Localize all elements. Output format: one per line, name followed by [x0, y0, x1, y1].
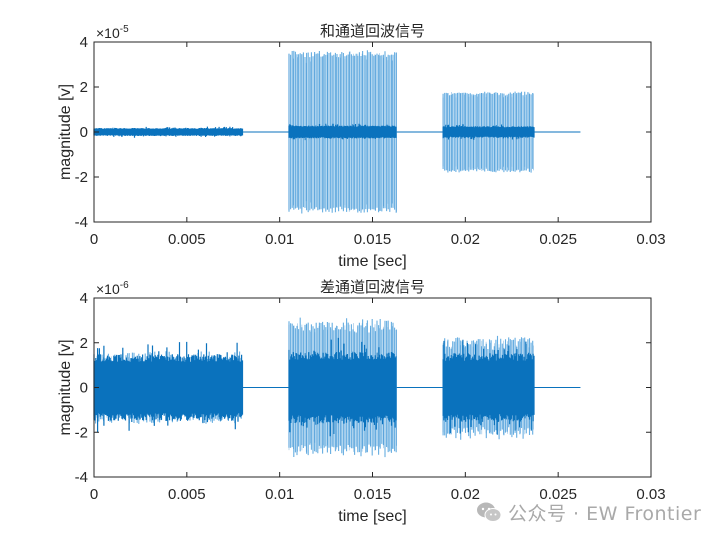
chart-title: 差通道回波信号	[320, 278, 425, 296]
x-tick-label: 0.025	[539, 231, 577, 248]
y-exponent-label: ×10-5	[96, 24, 129, 41]
y-tick-label: -2	[75, 424, 88, 441]
y-tick-label: -4	[75, 469, 88, 486]
x-tick-label: 0.01	[265, 231, 294, 248]
watermark: 公众号 · EW Frontier	[476, 499, 701, 525]
x-tick-label: 0.025	[539, 486, 577, 503]
x-axis-label: time [sec]	[338, 508, 406, 525]
x-axis-label: time [sec]	[338, 253, 406, 270]
x-tick-label: 0.015	[354, 231, 392, 248]
y-tick-label: 4	[80, 34, 88, 51]
y-exponent-label: ×10-6	[96, 280, 129, 297]
chart-panel-2: 0 0.005 0.01 0.015 0.02 0.025 0.03 -4 -2 0 2 4 ×10-6…	[57, 278, 666, 525]
y-tick-label: -2	[75, 169, 88, 186]
y-tick-label: 2	[80, 335, 88, 352]
wechat-icon	[477, 502, 502, 522]
y-axis-label: magnitude [v]	[57, 84, 74, 180]
y-tick-label: 4	[80, 290, 88, 307]
x-tick-label: 0.02	[451, 486, 480, 503]
signal-burst-3	[442, 335, 535, 440]
x-tick-label: 0.015	[354, 486, 392, 503]
chart-title: 和通道回波信号	[320, 22, 425, 40]
signal-burst-2	[288, 50, 397, 214]
x-tick-label: 0.02	[451, 231, 480, 248]
x-tick-label: 0	[90, 231, 98, 248]
y-tick-label: 0	[80, 124, 88, 141]
x-tick-label: 0.005	[168, 231, 206, 248]
y-tick-label: 2	[80, 79, 88, 96]
x-tick-label: 0	[90, 486, 98, 503]
watermark-text: 公众号 · EW Frontier	[508, 502, 702, 525]
y-tick-label: 0	[80, 380, 88, 397]
x-tick-label: 0.03	[636, 231, 665, 248]
x-tick-label: 0.03	[636, 486, 665, 503]
chart-panel-1: 0 0.005 0.01 0.015 0.02 0.025 0.03 -4 -2 0 2 4 ×10-5…	[57, 22, 666, 270]
x-tick-label: 0.005	[168, 486, 206, 503]
y-axis-label: magnitude [v]	[57, 339, 74, 435]
signal-burst-3	[442, 91, 535, 173]
x-tick-label: 0.01	[265, 486, 294, 503]
signal-burst-2	[288, 317, 397, 458]
y-tick-label: -4	[75, 214, 88, 231]
